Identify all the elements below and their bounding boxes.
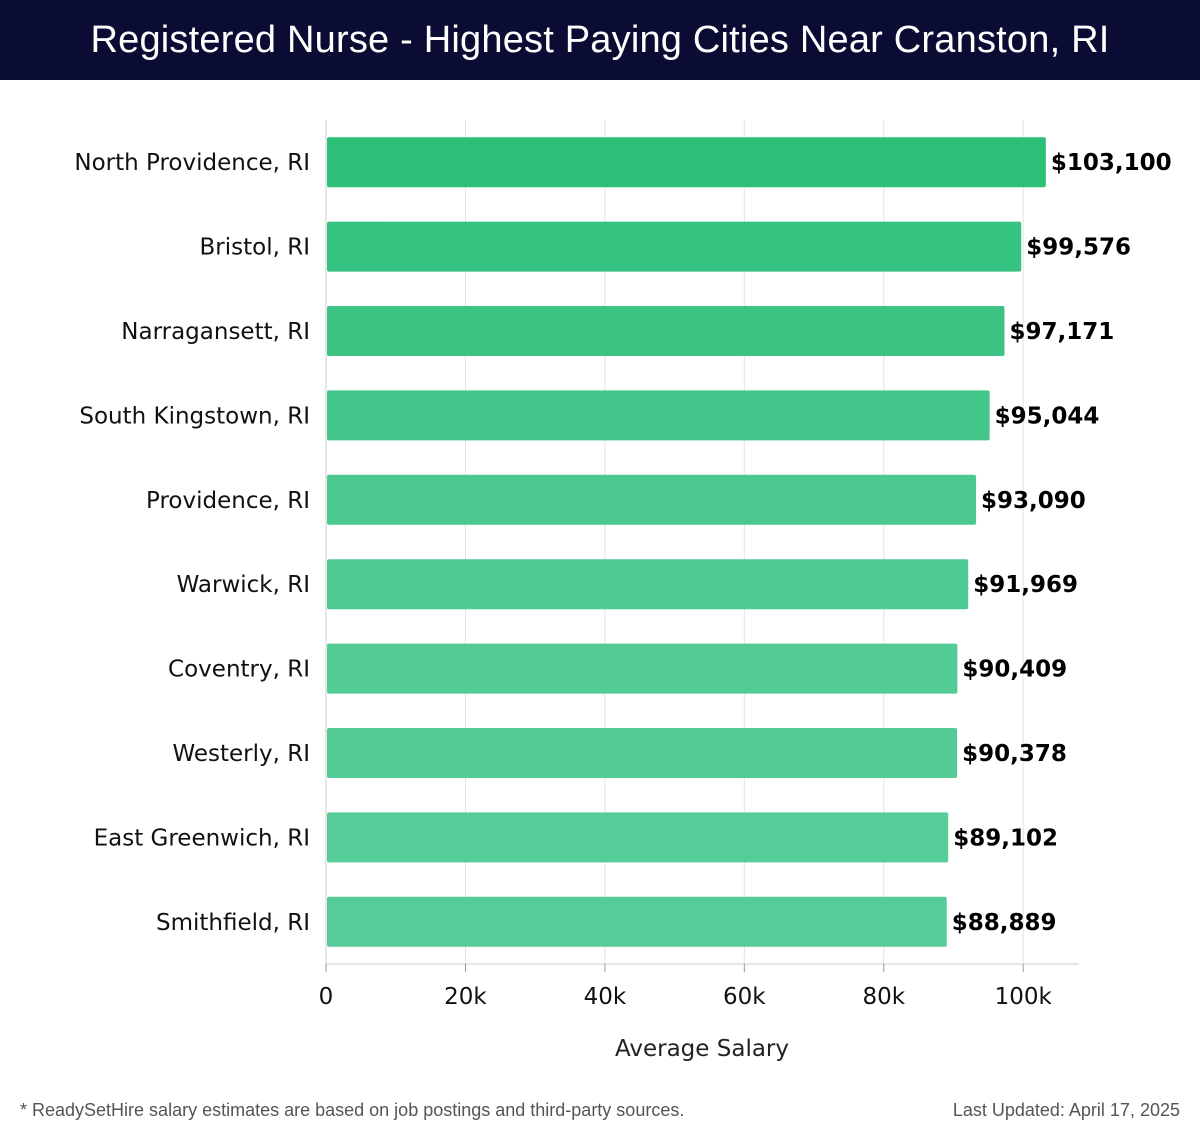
x-tick-label: 0 [319, 984, 334, 1010]
data-label: $93,090 [981, 488, 1086, 514]
bar [327, 137, 1046, 188]
data-label: $89,102 [953, 825, 1058, 851]
x-tick-label: 20k [444, 984, 487, 1010]
data-label: $99,576 [1026, 235, 1131, 261]
x-tick-label: 40k [584, 984, 627, 1010]
category-label: North Providence, RI [74, 150, 310, 176]
x-axis-title: Average Salary [615, 1036, 789, 1062]
data-label: $90,409 [962, 657, 1067, 683]
category-label: East Greenwich, RI [94, 825, 310, 851]
category-label: Bristol, RI [200, 235, 310, 261]
bar [327, 221, 1022, 272]
category-label: Smithfield, RI [156, 910, 310, 936]
x-tick-label: 80k [862, 984, 905, 1010]
category-label: Providence, RI [146, 488, 310, 514]
axes: North Providence, RI $103,100 Bristol, RI $… [74, 120, 1172, 1010]
category-label: Coventry, RI [168, 657, 310, 683]
data-label: $103,100 [1051, 150, 1172, 176]
category-label: South Kingstown, RI [79, 403, 310, 429]
data-label: $91,969 [973, 572, 1078, 598]
x-tick-label: 60k [723, 984, 766, 1010]
bar [327, 812, 949, 863]
category-label: Warwick, RI [177, 572, 310, 598]
data-label: $95,044 [995, 403, 1100, 429]
data-label: $97,171 [1009, 319, 1114, 345]
bar [327, 474, 977, 525]
data-label: $90,378 [962, 741, 1067, 767]
bar [327, 896, 947, 947]
bars [327, 137, 1046, 947]
category-label: Narragansett, RI [121, 319, 310, 345]
chart-title: Registered Nurse - Highest Paying Cities… [90, 18, 1110, 61]
bar [327, 559, 969, 610]
bar-chart: North Providence, RI $103,100 Bristol, RI $… [74, 120, 1172, 1062]
data-label: $88,889 [952, 910, 1057, 936]
bar [327, 728, 958, 778]
bar [327, 390, 990, 441]
category-label: Westerly, RI [172, 741, 310, 767]
last-updated: Last Updated: April 17, 2025 [952, 1100, 1180, 1120]
chart-header: Registered Nurse - Highest Paying Cities… [0, 0, 1200, 80]
footer-note: * ReadySetHire salary estimates are base… [20, 1100, 685, 1120]
bar [327, 643, 958, 694]
x-tick-label: 100k [995, 984, 1053, 1010]
bar [327, 306, 1005, 356]
